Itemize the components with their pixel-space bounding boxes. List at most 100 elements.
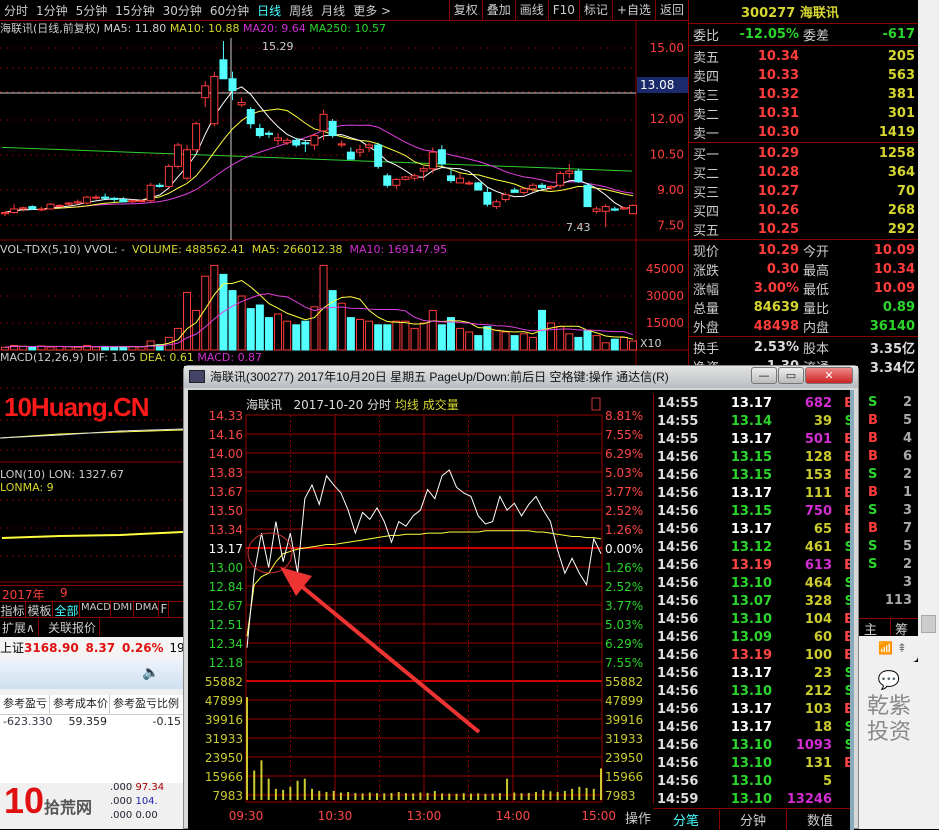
candle-body <box>465 182 474 185</box>
stat-row: 现价 10.29 今开 10.09 <box>693 241 915 260</box>
tab-main[interactable]: 主 <box>864 623 878 638</box>
toolbar-button-6[interactable]: 返回 <box>654 0 688 20</box>
bids-label: 买五 <box>693 224 720 239</box>
tick-list[interactable]: 14:5513.17682B14:5513.1439S14:5513.17501… <box>653 394 860 807</box>
volume-bar <box>210 264 219 351</box>
indicator-tab-3[interactable]: MACD <box>81 602 111 617</box>
maximize-button[interactable]: ▭ <box>778 367 804 384</box>
indicator-tab-6[interactable]: F <box>160 602 169 617</box>
low-label: 7.43 <box>566 221 591 234</box>
stat-value: 84639 <box>753 300 799 315</box>
upload-icon[interactable]: ⇞ <box>896 641 907 655</box>
macd-value: MACD: 0.87 <box>197 351 263 364</box>
strip-count: 6 <box>902 449 912 464</box>
speaker-icon[interactable]: 🔈 <box>142 665 160 681</box>
intraday-chart[interactable]: 14.33 8.81% 14.16 7.55% 14.00 6.29% 13.83 5.03%… <box>188 390 652 830</box>
asks-row: 卖二 10.31 301 <box>693 104 915 123</box>
tick-side: B <box>832 432 854 447</box>
candle-body <box>501 194 510 200</box>
indicator-tab-4[interactable]: DMI <box>112 602 134 617</box>
toolbar-button-5[interactable]: +自选 <box>611 0 655 20</box>
tick-tab-1[interactable]: 分钟 <box>720 810 787 830</box>
toolbar-button-3[interactable]: F10 <box>547 0 579 20</box>
close-button[interactable]: ✕ <box>805 367 853 384</box>
tick-row: 14:56 13.10 104B <box>654 610 860 628</box>
period-tab-3[interactable]: 15分钟 <box>115 3 155 18</box>
scrollbar[interactable] <box>918 0 939 829</box>
period-tab-5[interactable]: 60分钟 <box>209 3 250 18</box>
window-title-bar[interactable]: 海联讯(300277) 2017年10月20日 星期五 PageUp/Down:… <box>184 366 744 388</box>
cell-ref-ratio: -0.15 <box>152 715 181 728</box>
price-tick: 12.51 <box>209 618 243 632</box>
volume-bar <box>556 326 565 351</box>
period-tab-9[interactable]: 更多 > <box>353 3 392 18</box>
asks-label: 卖五 <box>693 51 720 66</box>
period-tab-8[interactable]: 月线 <box>321 3 346 18</box>
price-tick: 13.50 <box>209 504 243 518</box>
asks-row: 卖四 10.33 563 <box>693 66 915 85</box>
pct-tick: 0.00% <box>605 542 643 556</box>
candle-body <box>583 184 592 208</box>
asks-row: 卖五 10.34 205 <box>693 47 915 66</box>
col-ref-pnl[interactable]: 参考盈亏 <box>0 695 50 714</box>
period-tab-7[interactable]: 周线 <box>289 3 314 18</box>
float-value: 3.34亿 <box>869 361 915 376</box>
tick-time: 14:56 <box>657 629 699 645</box>
tick-row: 14:56 13.10 1093S <box>654 736 860 754</box>
indicator-tab-2[interactable]: 全部 <box>54 602 80 618</box>
stat-label: 总量 <box>693 302 720 317</box>
extra-cell: 104. <box>135 796 158 807</box>
tick-price: 13.12 <box>730 539 772 555</box>
table-row[interactable]: -623.330 59.359 -0.15 <box>0 715 183 733</box>
tick-side: S <box>832 720 854 735</box>
period-tab-4[interactable]: 30分钟 <box>162 3 202 18</box>
bids-volume: 70 <box>896 184 915 199</box>
period-tab-0[interactable]: 分时 <box>4 3 29 18</box>
candle-body <box>428 151 437 170</box>
bids-price: 10.28 <box>757 165 799 180</box>
stat-label: 涨跌 <box>693 264 720 279</box>
volume-tick: 45000 <box>646 262 684 276</box>
candle-body <box>137 200 146 203</box>
index-ticker[interactable]: 上证3168.90 8.37 0.26% 19 <box>0 637 183 659</box>
indicator-tab-5[interactable]: DMA <box>135 602 159 617</box>
period-tab-6[interactable]: 日线 <box>257 3 282 18</box>
volume-tick: 39916 <box>205 713 243 727</box>
asks-label: 卖四 <box>693 70 720 85</box>
tick-volume: 13246 <box>786 791 832 807</box>
tick-time: 14:56 <box>657 521 699 537</box>
indicator-tab-1[interactable]: 模板 <box>27 602 53 618</box>
cell-ref-pnl: -623.330 <box>3 715 53 728</box>
operate-tab[interactable]: 操作 <box>624 812 651 827</box>
col-ref-cost[interactable]: 参考成本价 <box>50 695 110 714</box>
toolbar-button-4[interactable]: 标记 <box>578 0 612 20</box>
antenna-icon[interactable]: 📶 <box>878 641 893 655</box>
tab-chips[interactable]: 筹 <box>890 619 908 638</box>
tick-tab-2[interactable]: 数值 <box>787 810 854 830</box>
candle-body <box>401 176 410 180</box>
period-tab-2[interactable]: 5分钟 <box>75 3 108 18</box>
price-line <box>246 469 602 648</box>
toolbar-button-1[interactable]: 叠加 <box>481 0 515 20</box>
pct-tick: 1.26% <box>605 523 643 537</box>
ma10-value: MA10: 10.88 <box>169 22 240 35</box>
volume-bar <box>428 309 437 351</box>
indicator-tab-0[interactable]: 指标 <box>0 602 26 618</box>
toolbar-button-0[interactable]: 复权 <box>448 0 482 20</box>
tick-volume: 128 <box>804 449 832 465</box>
tab-related-quotes[interactable]: 关联报价 <box>48 619 101 636</box>
minimize-button[interactable]: — <box>751 367 777 384</box>
volume-bar <box>619 336 628 351</box>
tick-tab-0[interactable]: 分笔 <box>653 810 720 830</box>
tick-row: 14:56 13.15 153B <box>654 466 860 484</box>
volume-tick: 15000 <box>646 316 684 330</box>
col-ref-pnl-ratio[interactable]: 参考盈亏比例 <box>113 697 179 710</box>
kline-chart[interactable]: 15.00 12.00 10.50 9.00 7.50 13.08 15.29 7.43 450… <box>0 0 688 600</box>
strip-side: B <box>868 485 878 500</box>
volume-bar <box>501 331 510 351</box>
volume-unit: X10 <box>640 337 662 350</box>
period-tab-1[interactable]: 1分钟 <box>36 3 68 18</box>
toolbar-button-2[interactable]: 画线 <box>514 0 548 20</box>
tab-expand[interactable]: 扩展∧ <box>2 619 39 636</box>
macd-dif-line <box>0 428 184 439</box>
